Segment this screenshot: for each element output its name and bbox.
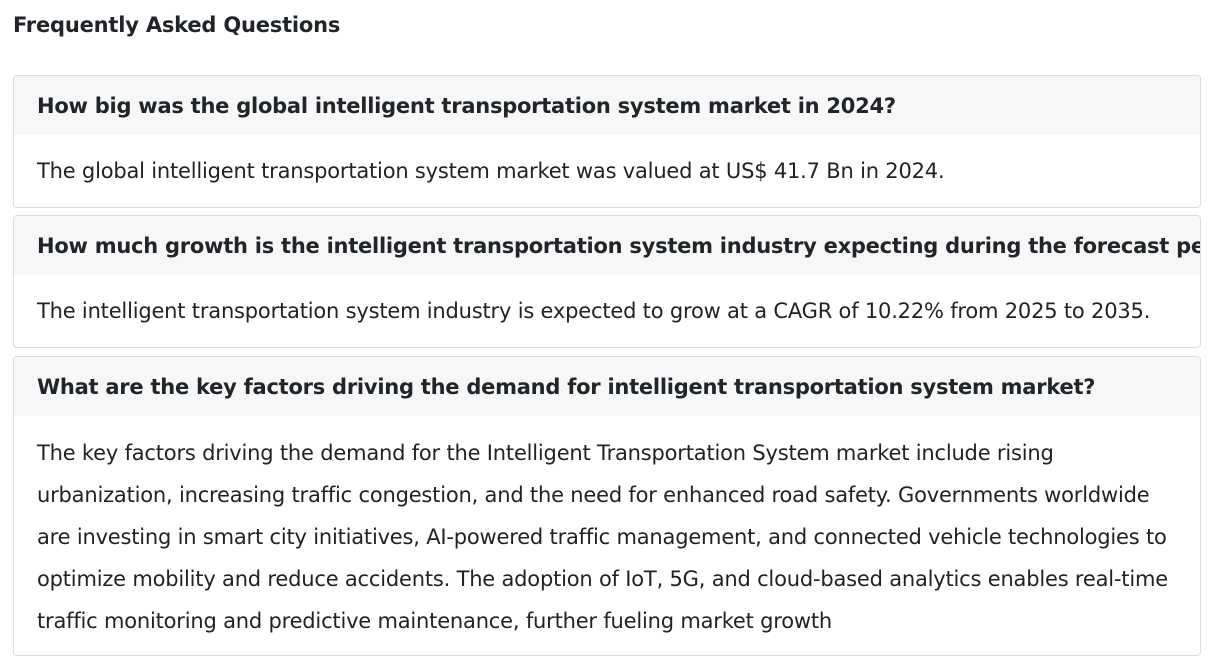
faq-title: Frequently Asked Questions: [13, 13, 341, 37]
faq-question[interactable]: How big was the global intelligent trans…: [14, 76, 1200, 135]
faq-item: What are the key factors driving the dem…: [13, 356, 1201, 656]
faq-item: How big was the global intelligent trans…: [13, 75, 1201, 208]
faq-answer: The global intelligent transportation sy…: [37, 159, 945, 183]
faq-question[interactable]: What are the key factors driving the dem…: [14, 357, 1200, 416]
faq-question[interactable]: How much growth is the intelligent trans…: [14, 216, 1200, 275]
faq-answer: The intelligent transportation system in…: [37, 299, 1151, 323]
faq-item: How much growth is the intelligent trans…: [13, 215, 1201, 348]
faq-answer: The key factors driving the demand for t…: [37, 441, 1168, 633]
